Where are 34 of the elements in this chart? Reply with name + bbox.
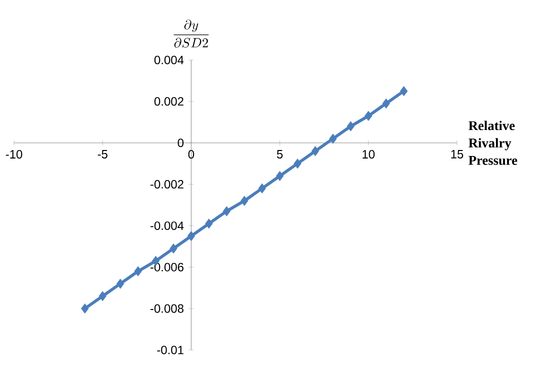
point [134,266,142,276]
x-tick-label: -10 [6,150,22,159]
point [346,121,355,132]
x-tick-label: -5 [98,150,108,158]
point [276,170,284,182]
y-tick-label: 0.002 [154,97,184,106]
x-tick-label: 5 [276,150,283,158]
point [205,218,213,229]
point [311,146,320,156]
point [329,134,337,144]
y-tick-label: -0.008 [150,304,184,313]
point [81,303,89,314]
y-tick-label: 0.004 [154,56,184,64]
point [258,183,266,194]
point [400,86,408,96]
x-tick-label: 10 [362,150,375,159]
point [364,110,372,121]
x-tick-label: 15 [451,150,464,158]
x-tick-label: 0 [188,150,194,159]
point [187,230,196,242]
y-tick-label: -0.004 [150,221,184,230]
y-tick-label: -0.01 [157,346,184,354]
y-tick-label: -0.006 [150,262,184,272]
point [170,243,178,254]
point [116,278,124,289]
y-axis-title: $\frac{\partial y}{\partial SD2}$ [174,20,209,48]
point [240,196,248,206]
point [222,206,230,216]
point [294,158,302,169]
y-tick-label: -0.002 [150,180,184,189]
point [382,98,390,109]
y-tick-label: 0 [178,138,184,148]
x-axis-title: Relative Rivalry Pressure [468,120,518,165]
point [98,291,106,302]
